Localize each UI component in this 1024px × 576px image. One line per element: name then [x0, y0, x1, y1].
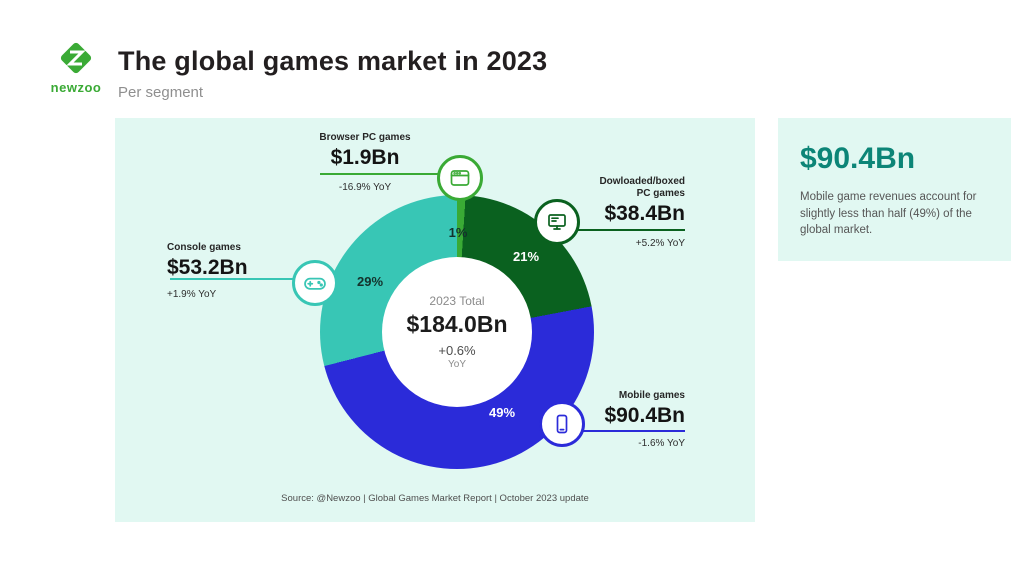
highlight-description: Mobile game revenues account for slightl… [800, 191, 977, 237]
browser-window-icon [437, 155, 483, 201]
donut-center: 2023 Total $184.0Bn +0.6% YoY [382, 257, 532, 407]
callout-downloaded-boxed-pc-games: Dowloaded/boxed PC games $38.4Bn +5.2% Y… [570, 176, 685, 249]
segment-value: $53.2Bn [167, 256, 248, 279]
center-total-value: $184.0Bn [406, 311, 508, 337]
connector-line-mobile [583, 430, 685, 432]
segment-yoy: -1.6% YoY [638, 438, 685, 449]
callout-browser-pc-games: Browser PC games $1.9Bn -16.9% YoY [275, 132, 455, 193]
center-yoy-value: +0.6% [438, 343, 476, 358]
segment-value: $1.9Bn [330, 146, 400, 169]
callout-mobile-games: Mobile games $90.4Bn -1.6% YoY [583, 390, 685, 449]
highlight-value: $90.4Bn [800, 142, 916, 175]
connector-line-pc [578, 229, 685, 231]
desktop-monitor-icon [534, 199, 580, 245]
segment-name: Mobile games [618, 390, 685, 401]
segment-yoy: +1.9% YoY [167, 289, 217, 300]
header: The global games market in 2023 Per segm… [118, 46, 547, 101]
page-title: The global games market in 2023 [118, 46, 548, 76]
segment-yoy: +5.2% YoY [635, 238, 685, 249]
segment-name: Dowloaded/boxed PC games [570, 176, 685, 200]
newzoo-diamond-icon [60, 42, 92, 74]
slice-label-console: 29% [356, 274, 384, 289]
source-note: Source: @Newzoo | Global Games Market Re… [281, 493, 589, 504]
connector-line-console [170, 278, 294, 280]
smartphone-icon [539, 401, 585, 447]
callout-console-games: Console games $53.2Bn +1.9% YoY [167, 242, 307, 300]
page-subtitle: Per segment [118, 84, 204, 101]
brand-name: newzoo [50, 80, 102, 95]
gamepad-icon [292, 260, 338, 306]
segment-name-line1: Dowloaded/boxed [599, 176, 685, 187]
slice-label-mobile: 49% [488, 405, 516, 420]
slice-label-browser: 1% [448, 225, 468, 240]
segment-name: Console games [167, 242, 241, 253]
segment-yoy: -16.9% YoY [338, 182, 392, 193]
segment-value: $38.4Bn [604, 202, 685, 225]
segment-name-line2: PC games [636, 188, 685, 199]
chart-panel: 2023 Total $184.0Bn +0.6% YoY 1% 21% 29%… [115, 118, 755, 522]
highlight-panel: $90.4Bn Mobile game revenues account for… [778, 118, 1011, 261]
center-total-label: 2023 Total [429, 294, 485, 308]
slice-label-pc: 21% [512, 249, 540, 264]
connector-line-browser [320, 173, 440, 175]
newzoo-logo: newzoo [50, 38, 102, 97]
segment-name: Browser PC games [319, 132, 411, 143]
center-yoy-label: YoY [448, 359, 466, 370]
segment-value: $90.4Bn [604, 404, 685, 427]
